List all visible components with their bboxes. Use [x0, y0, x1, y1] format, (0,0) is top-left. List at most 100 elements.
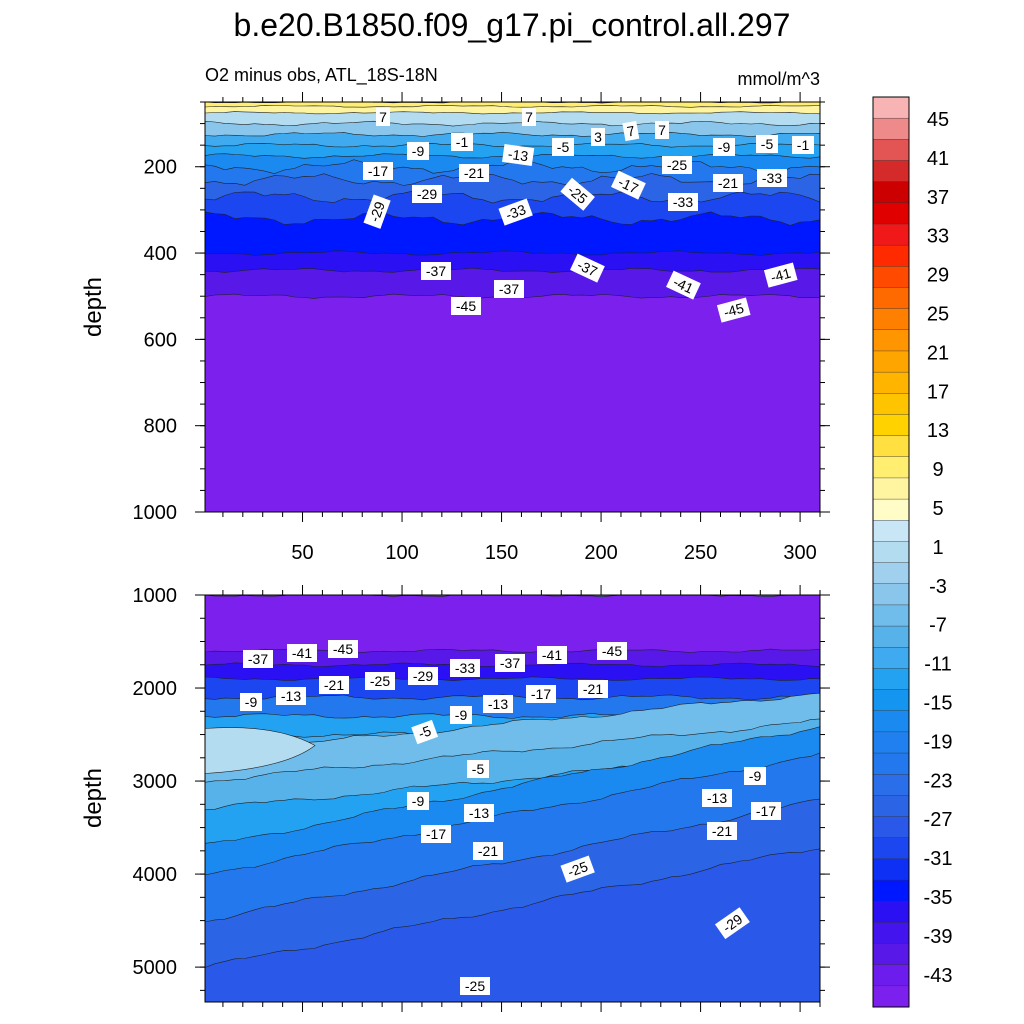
- lower-contour-label: -37: [495, 654, 525, 672]
- lower-contour-label: -9: [744, 767, 766, 785]
- svg-text:-17: -17: [756, 803, 776, 819]
- svg-text:-9: -9: [718, 139, 731, 155]
- colorbar-cell: [872, 541, 910, 564]
- svg-text:-37: -37: [248, 651, 268, 667]
- upper-axis-ticks: 200 400 600 800 1000 50 100 150 200 250 300: [133, 92, 830, 564]
- svg-text:-17: -17: [426, 826, 446, 842]
- upper-x-tick-label: 100: [385, 542, 418, 564]
- colorbar-cell: [872, 181, 910, 204]
- lower-contour-label: -17: [751, 802, 781, 820]
- upper-contour-label: 7: [622, 120, 640, 142]
- lower-contour-labels: -37 -41 -45 -9 -13 -21 -25 -29 -33 -37 -41 -45 -21 -1…: [240, 640, 781, 995]
- upper-contour-label: 7: [655, 121, 669, 139]
- lower-contour-label: -29: [408, 667, 438, 685]
- upper-contour-label: -37: [570, 253, 605, 283]
- svg-text:-1: -1: [797, 137, 810, 153]
- colorbar-label: 37: [927, 187, 949, 209]
- svg-text:-13: -13: [469, 805, 489, 821]
- upper-contour-label: -25: [560, 177, 595, 211]
- upper-contour-label: -33: [757, 169, 787, 187]
- colorbar-cell: [872, 583, 910, 606]
- colorbar-cell: [872, 414, 910, 437]
- svg-text:-33: -33: [673, 194, 693, 210]
- svg-text:-9: -9: [455, 707, 468, 723]
- upper-contour-label: -21: [713, 174, 743, 192]
- svg-text:-33: -33: [762, 170, 782, 186]
- colorbar-cell: [872, 964, 910, 987]
- upper-y-tick-label: 400: [144, 243, 177, 265]
- lower-contour-label: -21: [707, 822, 737, 840]
- colorbar-cell: [872, 139, 910, 161]
- chart-title: b.e20.B1850.f09_g17.pi_control.all.297: [234, 7, 791, 43]
- lower-contour-label: -17: [421, 825, 451, 843]
- colorbar-label: -3: [929, 576, 947, 598]
- svg-text:-41: -41: [769, 265, 793, 286]
- svg-text:-25: -25: [370, 673, 390, 689]
- upper-contour-label: -17: [611, 170, 646, 200]
- lower-contour-label: -45: [328, 640, 358, 658]
- svg-text:-25: -25: [465, 978, 485, 994]
- svg-text:-9: -9: [412, 793, 425, 809]
- colorbar-cell: [872, 223, 910, 246]
- lower-contour-label: -13: [702, 789, 732, 807]
- svg-text:-37: -37: [499, 281, 519, 297]
- svg-text:-1: -1: [456, 134, 469, 150]
- svg-text:-13: -13: [507, 146, 529, 165]
- lower-contour-label: -37: [243, 650, 273, 668]
- svg-text:-5: -5: [416, 722, 433, 741]
- colorbar-label: -23: [924, 770, 953, 792]
- colorbar-label: 17: [927, 381, 949, 403]
- lower-y-tick-label: 3000: [133, 771, 178, 793]
- chart-subtitle: O2 minus obs, ATL_18S-18N: [205, 65, 438, 86]
- colorbar-label: 45: [927, 109, 949, 131]
- colorbar-label: 33: [927, 226, 949, 248]
- lower-contour-label: -5: [411, 719, 439, 745]
- svg-text:-17: -17: [616, 174, 641, 197]
- upper-contour-label: -29: [412, 185, 442, 203]
- svg-text:-41: -41: [292, 645, 312, 661]
- colorbar-cell: [872, 266, 910, 288]
- lower-y-tick-label: 4000: [133, 864, 178, 886]
- upper-contour-label: -33: [498, 198, 533, 226]
- lower-contour-label: -33: [450, 659, 480, 677]
- colorbar-cell: [872, 244, 910, 267]
- svg-text:-45: -45: [456, 298, 476, 314]
- upper-contour-label: -37: [421, 262, 451, 280]
- svg-text:3: 3: [594, 129, 602, 145]
- colorbar-label: 13: [927, 420, 949, 442]
- svg-text:-13: -13: [281, 688, 301, 704]
- upper-contour-label: 7: [522, 108, 536, 126]
- svg-text:-21: -21: [718, 175, 738, 191]
- svg-text:-45: -45: [722, 300, 746, 321]
- lower-y-tick-label: 5000: [133, 957, 178, 979]
- upper-contour-labels: 7 7 -1 -9 -13 -5 3 7 7 -9 -5 -1 -17 -21 -29 -25 -17 -25 -2…: [363, 108, 814, 323]
- colorbar-label: -43: [924, 965, 953, 987]
- colorbar-cell: [872, 160, 910, 183]
- lower-contour-label: -13: [276, 687, 306, 705]
- svg-text:-41: -41: [542, 647, 562, 663]
- colorbar-label: 1: [932, 537, 943, 559]
- svg-text:-5: -5: [557, 139, 570, 155]
- upper-contour-label: -21: [459, 164, 489, 182]
- upper-contour-label: -45: [716, 297, 751, 323]
- lower-contour-label: -25: [365, 672, 395, 690]
- colorbar-label: -27: [924, 809, 953, 831]
- colorbar-cell: [872, 922, 910, 945]
- upper-contour-band: [205, 293, 820, 512]
- lower-contour-label: -25: [460, 977, 490, 995]
- colorbar-cell: [872, 96, 910, 119]
- colorbar-cell: [872, 393, 910, 415]
- upper-contour-label: -41: [763, 262, 798, 288]
- colorbar-cell: [872, 731, 910, 754]
- colorbar: 45 41 37 33 29 25 21 17 13 9 5 1 -3 -7 -11 -15 -19 -23 -27…: [872, 96, 953, 1008]
- upper-contour-label: -37: [494, 280, 524, 298]
- svg-text:7: 7: [626, 122, 637, 139]
- colorbar-cell: [872, 202, 910, 225]
- lower-contour-label: -25: [560, 855, 595, 883]
- colorbar-cell: [872, 837, 910, 860]
- colorbar-cell: [872, 456, 910, 479]
- lower-contour-fill: [205, 595, 820, 1002]
- colorbar-cell: [872, 752, 910, 775]
- colorbar-cell: [872, 308, 910, 331]
